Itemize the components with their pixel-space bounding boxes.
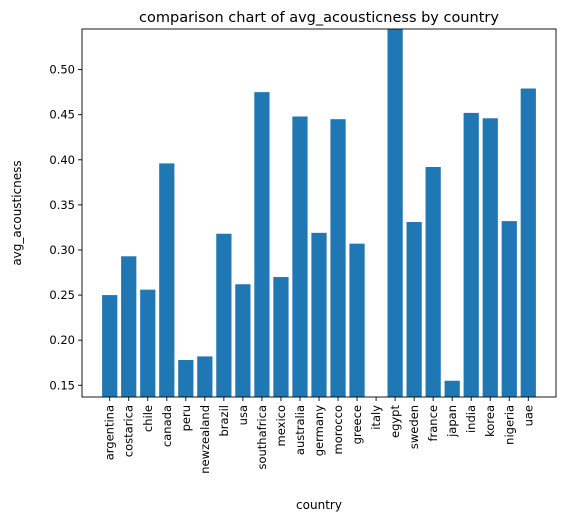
x-tick-label-france: france <box>426 405 440 442</box>
bar-argentina <box>102 295 118 397</box>
y-tick-label: 0.45 <box>49 108 75 122</box>
x-tick-label-canada: canada <box>160 405 174 447</box>
x-tick-label-newzealand: newzealand <box>198 405 212 474</box>
x-tick-label-peru: peru <box>179 405 193 431</box>
x-tick-label-korea: korea <box>483 405 497 437</box>
bar-australia <box>292 116 308 398</box>
x-axis: argentina costarica chile canada peru newzeal… <box>103 397 535 474</box>
bar-greece <box>349 243 365 397</box>
x-tick-label-usa: usa <box>236 405 250 425</box>
bar-nigeria <box>501 221 517 397</box>
x-tick-label-india: india <box>464 405 478 433</box>
y-tick-label: 0.30 <box>49 243 75 257</box>
y-tick-label: 0.35 <box>49 198 75 212</box>
bars-group <box>102 29 536 398</box>
bar-sweden <box>406 222 422 397</box>
bar-uae <box>520 88 536 397</box>
y-axis-label: avg_acousticness <box>10 160 24 265</box>
x-tick-label-germany: germany <box>312 405 326 456</box>
plot-area-frame <box>81 28 557 398</box>
x-tick-label-chile: chile <box>141 405 155 432</box>
y-tick-label: 0.40 <box>49 153 75 167</box>
x-tick-label-australia: australia <box>293 405 307 455</box>
x-tick-label-mexico: mexico <box>274 405 288 446</box>
x-axis-label: country <box>296 498 342 512</box>
bar-canada <box>159 163 175 397</box>
bar-peru <box>178 360 194 397</box>
bar-korea <box>482 118 498 397</box>
x-tick-label-japan: japan <box>445 405 459 438</box>
bar-france <box>425 167 441 397</box>
x-tick-label-greece: greece <box>350 405 364 444</box>
bar-morocco <box>330 119 346 397</box>
y-tick-label: 0.25 <box>49 288 75 302</box>
x-tick-label-morocco: morocco <box>331 405 345 454</box>
bar-chile <box>140 289 156 397</box>
bar-japan <box>444 380 460 397</box>
bar-usa <box>235 284 251 397</box>
x-tick-label-brazil: brazil <box>217 405 231 437</box>
x-tick-label-egypt: egypt <box>388 405 402 438</box>
x-tick-label-uae: uae <box>521 405 535 426</box>
x-tick-label-costarica: costarica <box>122 405 136 457</box>
x-tick-label-southafrica: southafrica <box>255 405 269 470</box>
bar-costarica <box>121 256 137 397</box>
x-tick-label-sweden: sweden <box>407 405 421 449</box>
bar-mexico <box>273 277 289 397</box>
bar-brazil <box>216 233 232 397</box>
y-tick-label: 0.20 <box>49 333 75 347</box>
chart-title: comparison chart of avg_acousticness by … <box>139 10 499 26</box>
bar-india <box>463 112 479 397</box>
x-tick-label-nigeria: nigeria <box>502 405 516 445</box>
y-axis: 0.15 0.20 0.25 0.30 0.35 0.40 0.45 0.50 <box>49 63 82 392</box>
x-tick-label-argentina: argentina <box>103 405 117 460</box>
bar-germany <box>311 232 327 397</box>
bar-newzealand <box>197 356 213 397</box>
x-tick-label-italy: italy <box>369 405 383 430</box>
bar-egypt <box>387 29 403 397</box>
y-tick-label: 0.15 <box>49 378 75 392</box>
y-tick-label: 0.50 <box>49 63 75 77</box>
bar-southafrica <box>254 92 270 397</box>
